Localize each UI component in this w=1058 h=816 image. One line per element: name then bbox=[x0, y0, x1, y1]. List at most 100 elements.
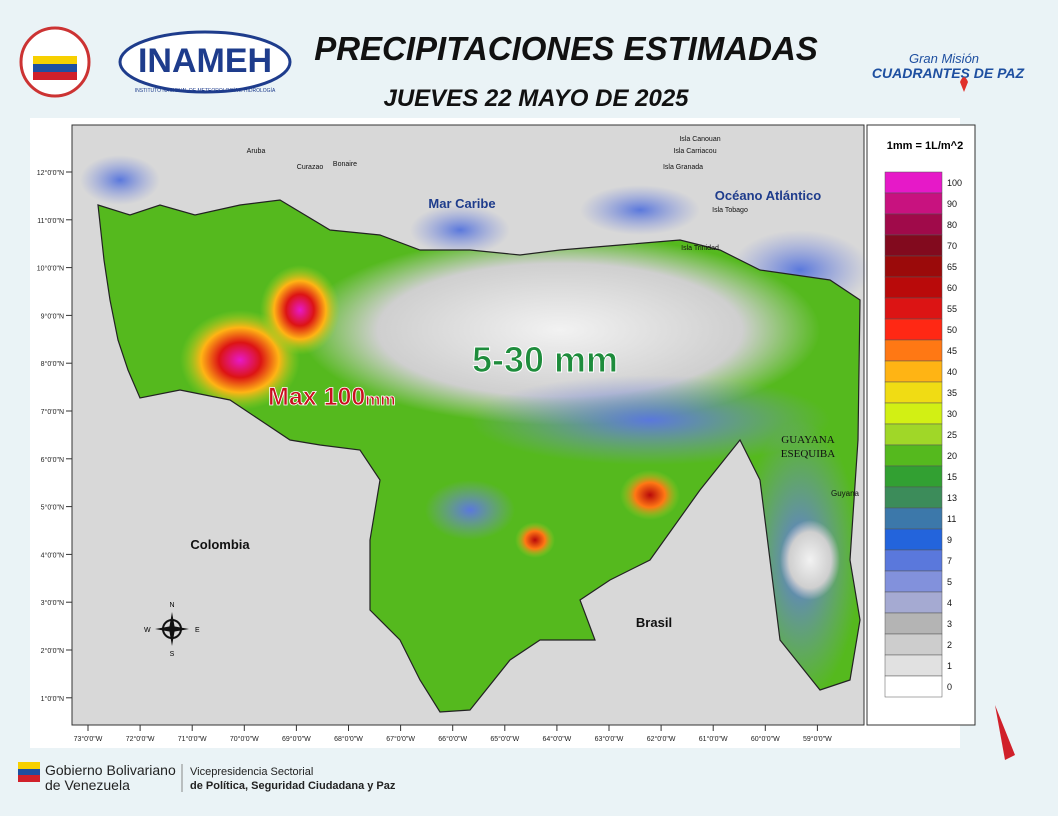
max-annotation: Max 100mm bbox=[268, 383, 396, 411]
flag-stripe bbox=[33, 72, 77, 80]
legend-label: 9 bbox=[947, 535, 952, 545]
footer-text: Vicepresidencia Sectorial bbox=[190, 766, 313, 778]
place-labels: Mar Caribe Océano Atlántico Colombia Brasil… bbox=[190, 136, 859, 630]
legend-label: 100 bbox=[947, 178, 962, 188]
legend-label: 50 bbox=[947, 325, 957, 335]
legend-swatch bbox=[884, 213, 943, 236]
lon-tick-label: 67°0'0"W bbox=[386, 735, 415, 743]
legend-swatch bbox=[884, 507, 943, 530]
legend-swatch bbox=[884, 318, 943, 341]
legend-swatch bbox=[884, 255, 943, 278]
lon-tick-label: 65°0'0"W bbox=[490, 735, 519, 743]
lat-tick-label: 5°0'0"N bbox=[41, 504, 64, 512]
lat-tick-label: 1°0'0"N bbox=[41, 695, 64, 703]
legend-swatch bbox=[884, 234, 943, 257]
place-label: Isla Tobago bbox=[712, 207, 748, 214]
flag-stripe bbox=[33, 64, 77, 72]
logo-subtext: INSTITUTO NACIONAL DE METEOROLOGÍA E HID… bbox=[135, 87, 276, 94]
legend-swatch bbox=[884, 528, 943, 551]
title: PRECIPITACIONES ESTIMADAS bbox=[314, 30, 818, 67]
legend-swatch bbox=[884, 549, 943, 572]
compass-label: W bbox=[144, 627, 151, 634]
pin-icon bbox=[960, 77, 968, 92]
place-label: Mar Caribe bbox=[428, 196, 495, 211]
logo-text: INAMEH bbox=[138, 42, 272, 80]
legend-label: 0 bbox=[947, 682, 952, 692]
lon-tick-label: 68°0'0"W bbox=[334, 735, 363, 743]
lon-tick-label: 62°0'0"W bbox=[647, 735, 676, 743]
legend-label: 15 bbox=[947, 472, 957, 482]
lon-tick-label: 66°0'0"W bbox=[438, 735, 467, 743]
footer-text: Gobierno Bolivariano bbox=[45, 762, 176, 778]
legend-label: 65 bbox=[947, 262, 957, 272]
subtitle: JUEVES 22 MAYO DE 2025 bbox=[383, 85, 689, 112]
legend-label: 5 bbox=[947, 577, 952, 587]
legend-label: 1 bbox=[947, 661, 952, 671]
legend-swatch bbox=[884, 486, 943, 509]
rain-blob bbox=[425, 480, 515, 540]
region-label: ESEQUIBA bbox=[781, 448, 835, 460]
logo-text: Gran Misión bbox=[909, 51, 979, 66]
lat-tick-label: 9°0'0"N bbox=[41, 312, 64, 320]
lat-tick-label: 4°0'0"N bbox=[41, 551, 64, 559]
legend-swatch bbox=[884, 654, 943, 677]
lon-tick-label: 63°0'0"W bbox=[595, 735, 624, 743]
lon-tick-label: 64°0'0"W bbox=[542, 735, 571, 743]
legend-label: 45 bbox=[947, 346, 957, 356]
legend-swatch bbox=[884, 570, 943, 593]
legend-label: 20 bbox=[947, 451, 957, 461]
rain-blob bbox=[515, 522, 555, 558]
legend-swatch bbox=[884, 192, 943, 215]
legend-label: 2 bbox=[947, 640, 952, 650]
legend-label: 11 bbox=[947, 514, 956, 524]
legend-label: 55 bbox=[947, 304, 957, 314]
lat-tick-label: 10°0'0"N bbox=[37, 265, 64, 273]
place-label: Isla Trinidad bbox=[681, 245, 719, 252]
footer-text: de Venezuela bbox=[45, 777, 130, 793]
graticule: 73°0'0"W 72°0'0"W 71°0'0"W 70°0'0"W 69°0'0"W… bbox=[37, 169, 832, 743]
legend-swatch bbox=[884, 381, 943, 404]
rain-blob bbox=[80, 155, 160, 205]
lat-tick-label: 7°0'0"N bbox=[41, 408, 64, 416]
legend: 1009080706560555045403530252015131197543… bbox=[884, 171, 962, 698]
footer-text: de Política, Seguridad Ciudadana y Paz bbox=[190, 780, 396, 792]
legend-swatch bbox=[884, 171, 943, 194]
lon-tick-label: 71°0'0"W bbox=[178, 735, 207, 743]
compass-label: N bbox=[169, 602, 174, 609]
legend-swatch bbox=[884, 591, 943, 614]
legend-swatch bbox=[884, 297, 943, 320]
region-label: GUAYANA bbox=[781, 434, 834, 446]
lat-tick-label: 8°0'0"N bbox=[41, 360, 64, 368]
rain-blob bbox=[780, 520, 840, 600]
compass-star bbox=[155, 612, 189, 646]
lat-tick-label: 6°0'0"N bbox=[41, 456, 64, 464]
legend-label: 35 bbox=[947, 388, 957, 398]
lon-tick-label: 59°0'0"W bbox=[803, 735, 832, 743]
lat-tick-label: 3°0'0"N bbox=[41, 599, 64, 607]
legend-label: 80 bbox=[947, 220, 957, 230]
legend-swatch bbox=[884, 360, 943, 383]
place-label: Bonaire bbox=[333, 161, 357, 168]
legend-swatch bbox=[884, 444, 943, 467]
place-label: Isla Canouan bbox=[679, 136, 720, 143]
lon-tick-label: 61°0'0"W bbox=[699, 735, 728, 743]
place-label: Curazao bbox=[297, 164, 324, 171]
legend-swatch bbox=[884, 339, 943, 362]
place-label: Océano Atlántico bbox=[715, 188, 821, 203]
legend-swatch bbox=[884, 465, 943, 488]
flag-stripe bbox=[33, 56, 77, 64]
legend-swatch bbox=[884, 633, 943, 656]
max-unit: mm bbox=[365, 390, 395, 409]
rain-blob bbox=[410, 205, 510, 255]
lon-tick-label: 73°0'0"W bbox=[74, 735, 103, 743]
max-value: Max 100 bbox=[268, 383, 365, 411]
lon-tick-label: 72°0'0"W bbox=[126, 735, 155, 743]
legend-label: 7 bbox=[947, 556, 952, 566]
legend-unit: 1mm = 1L/m^2 bbox=[887, 140, 963, 152]
legend-swatch bbox=[884, 612, 943, 635]
legend-label: 70 bbox=[947, 241, 957, 251]
legend-label: 4 bbox=[947, 598, 952, 608]
compass-label: E bbox=[195, 627, 200, 634]
